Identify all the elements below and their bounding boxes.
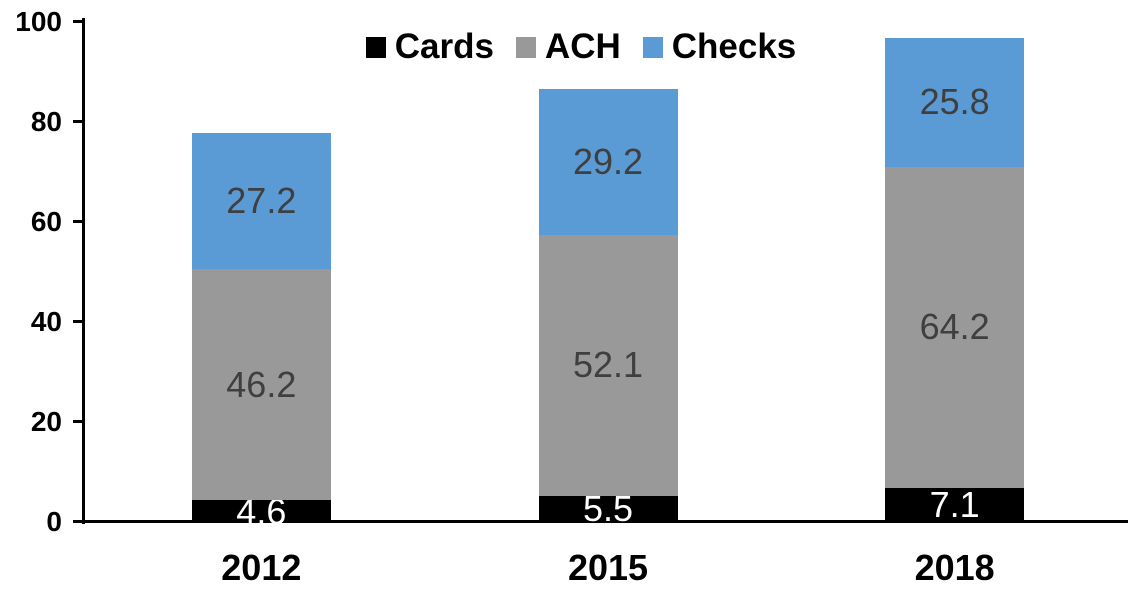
chart-legend: Cards ACH Checks xyxy=(59,25,1103,69)
x-category-label: 2015 xyxy=(567,547,649,588)
bar-segment-label: 64.2 xyxy=(919,306,990,347)
legend-label: Checks xyxy=(671,27,797,66)
y-tick-label: 100 xyxy=(15,5,62,37)
bar-segment-cards: 7.1 xyxy=(885,484,1025,525)
bar-segment-label: 29.2 xyxy=(572,141,644,182)
y-tick-label: 60 xyxy=(30,205,62,237)
bar-segment-ach: 46.2 xyxy=(191,269,331,500)
y-tick-label: 80 xyxy=(30,105,62,137)
bar-segment-checks: 27.2 xyxy=(191,133,331,269)
bar-segment-cards: 4.6 xyxy=(191,491,331,532)
bar-segment-label: 52.1 xyxy=(572,344,644,386)
y-tick-mark xyxy=(73,320,85,323)
y-tick-label: 0 xyxy=(46,505,62,537)
legend-label: ACH xyxy=(544,27,621,66)
legend-item-ach: ACH xyxy=(515,25,621,69)
legend-label: Cards xyxy=(394,27,494,66)
bar-segment-label: 27.2 xyxy=(226,180,297,221)
bar-segment-checks: 25.8 xyxy=(885,37,1025,167)
bar-segment-label: 7.1 xyxy=(929,484,980,526)
bar-segment-ach: 52.1 xyxy=(538,235,678,496)
x-category-label: 2018 xyxy=(914,547,995,588)
y-tick-mark xyxy=(73,420,85,423)
bar-segment-label: 46.2 xyxy=(226,363,297,405)
bar-segment-label: 25.8 xyxy=(919,81,990,122)
y-tick-label: 40 xyxy=(30,305,62,337)
bar-segment-checks: 29.2 xyxy=(538,89,678,235)
y-tick-mark xyxy=(73,20,85,23)
y-tick-mark xyxy=(73,120,85,123)
legend-swatch-cards xyxy=(365,36,386,58)
bar-segment-ach: 64.2 xyxy=(885,166,1025,488)
y-axis-line xyxy=(82,18,85,524)
x-category-label: 2012 xyxy=(221,547,302,588)
legend-swatch-checks xyxy=(642,36,663,58)
y-tick-mark xyxy=(73,520,85,523)
legend-swatch-ach xyxy=(515,36,536,58)
legend-item-checks: Checks xyxy=(642,25,797,69)
y-tick-mark xyxy=(73,220,85,223)
y-tick-label: 20 xyxy=(30,405,62,437)
legend-item-cards: Cards xyxy=(365,25,494,69)
bar-segment-cards: 5.5 xyxy=(538,488,678,529)
